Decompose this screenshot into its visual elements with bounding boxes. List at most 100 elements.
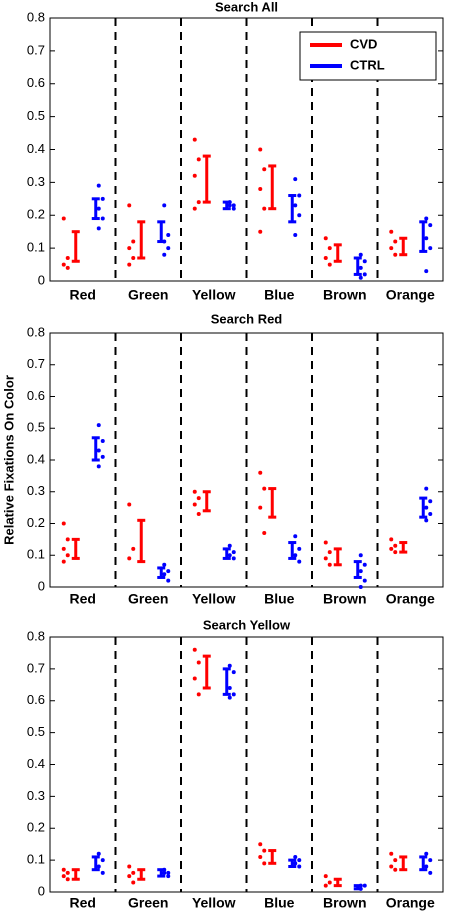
data-point <box>231 203 236 208</box>
data-point <box>166 569 171 574</box>
error-bar <box>268 849 277 865</box>
data-point <box>323 883 328 888</box>
data-point <box>192 137 197 142</box>
error-bar <box>137 868 146 881</box>
data-point <box>393 858 398 863</box>
data-point <box>424 851 429 856</box>
error-bar <box>288 194 297 224</box>
data-point <box>362 883 367 888</box>
error-bar <box>202 654 211 690</box>
data-point <box>428 223 433 228</box>
error-bar <box>137 220 146 260</box>
error-bar <box>91 855 100 872</box>
axes-box <box>49 17 444 282</box>
data-point <box>127 556 132 561</box>
data-point <box>162 239 167 244</box>
data-point <box>293 534 298 539</box>
error-bar <box>137 518 146 564</box>
data-point <box>323 255 328 260</box>
y-tick-label: 0 <box>38 578 45 593</box>
data-point <box>293 177 298 182</box>
data-point <box>428 499 433 504</box>
data-point <box>227 200 232 205</box>
data-point <box>258 147 263 152</box>
data-point <box>96 423 101 428</box>
data-point <box>362 272 367 277</box>
y-tick-label: 0.8 <box>27 324 45 339</box>
data-point <box>196 692 201 697</box>
data-point <box>323 556 328 561</box>
data-point <box>428 246 433 251</box>
error-bar <box>222 667 231 696</box>
data-point <box>196 496 201 501</box>
data-point <box>61 874 66 879</box>
data-point <box>162 562 167 567</box>
error-bar <box>157 566 166 579</box>
y-tick-label: 0.5 <box>27 724 45 739</box>
error-bar <box>288 541 297 560</box>
x-tick-label: Yellow <box>192 591 236 607</box>
data-point <box>61 559 66 564</box>
data-point <box>323 540 328 545</box>
data-point <box>162 867 167 872</box>
x-tick-label: Green <box>128 895 168 911</box>
data-point <box>65 553 70 558</box>
data-point <box>231 670 236 675</box>
data-point <box>293 232 298 237</box>
data-point <box>162 572 167 577</box>
data-point <box>65 870 70 875</box>
data-point <box>262 531 267 536</box>
data-point <box>96 226 101 231</box>
data-point <box>61 216 66 221</box>
error-bar <box>399 236 408 257</box>
data-point <box>327 262 332 267</box>
data-point <box>297 193 302 198</box>
data-point <box>358 252 363 257</box>
data-point <box>428 858 433 863</box>
data-point <box>293 854 298 859</box>
data-point <box>293 553 298 558</box>
error-bar <box>419 220 428 253</box>
data-point <box>131 870 136 875</box>
data-point <box>362 259 367 264</box>
data-point <box>327 562 332 567</box>
data-point <box>100 438 105 443</box>
data-point <box>100 870 105 875</box>
data-point <box>100 196 105 201</box>
data-point <box>166 578 171 583</box>
data-point <box>196 157 201 162</box>
data-point <box>227 695 232 700</box>
legend-box <box>299 31 437 81</box>
error-bar <box>222 547 231 560</box>
data-point <box>61 262 66 267</box>
x-tick-label: Yellow <box>192 895 236 911</box>
data-point <box>358 886 363 891</box>
data-point <box>424 269 429 274</box>
x-tick-label: Orange <box>386 895 435 911</box>
data-point <box>393 543 398 548</box>
data-point <box>424 486 429 491</box>
data-point <box>65 537 70 542</box>
data-point <box>258 229 263 234</box>
error-bar <box>71 537 80 560</box>
data-point <box>258 186 263 191</box>
data-point <box>166 870 171 875</box>
y-tick-label: 0.1 <box>27 852 45 867</box>
data-point <box>297 864 302 869</box>
x-tick-label: Brown <box>323 287 367 303</box>
data-point <box>323 874 328 879</box>
data-point <box>297 213 302 218</box>
error-bar <box>419 496 428 519</box>
error-bar <box>419 855 428 872</box>
data-point <box>362 578 367 583</box>
data-point <box>428 870 433 875</box>
y-tick-label: 0.8 <box>27 9 45 24</box>
panel-title: Search Yellow <box>203 617 291 632</box>
data-point <box>127 203 132 208</box>
data-point <box>192 502 197 507</box>
data-point <box>389 851 394 856</box>
data-point <box>389 537 394 542</box>
y-tick-label: 0.2 <box>27 820 45 835</box>
y-axis-label: Relative Fixations On Color <box>1 375 16 545</box>
x-tick-label: Red <box>70 591 96 607</box>
